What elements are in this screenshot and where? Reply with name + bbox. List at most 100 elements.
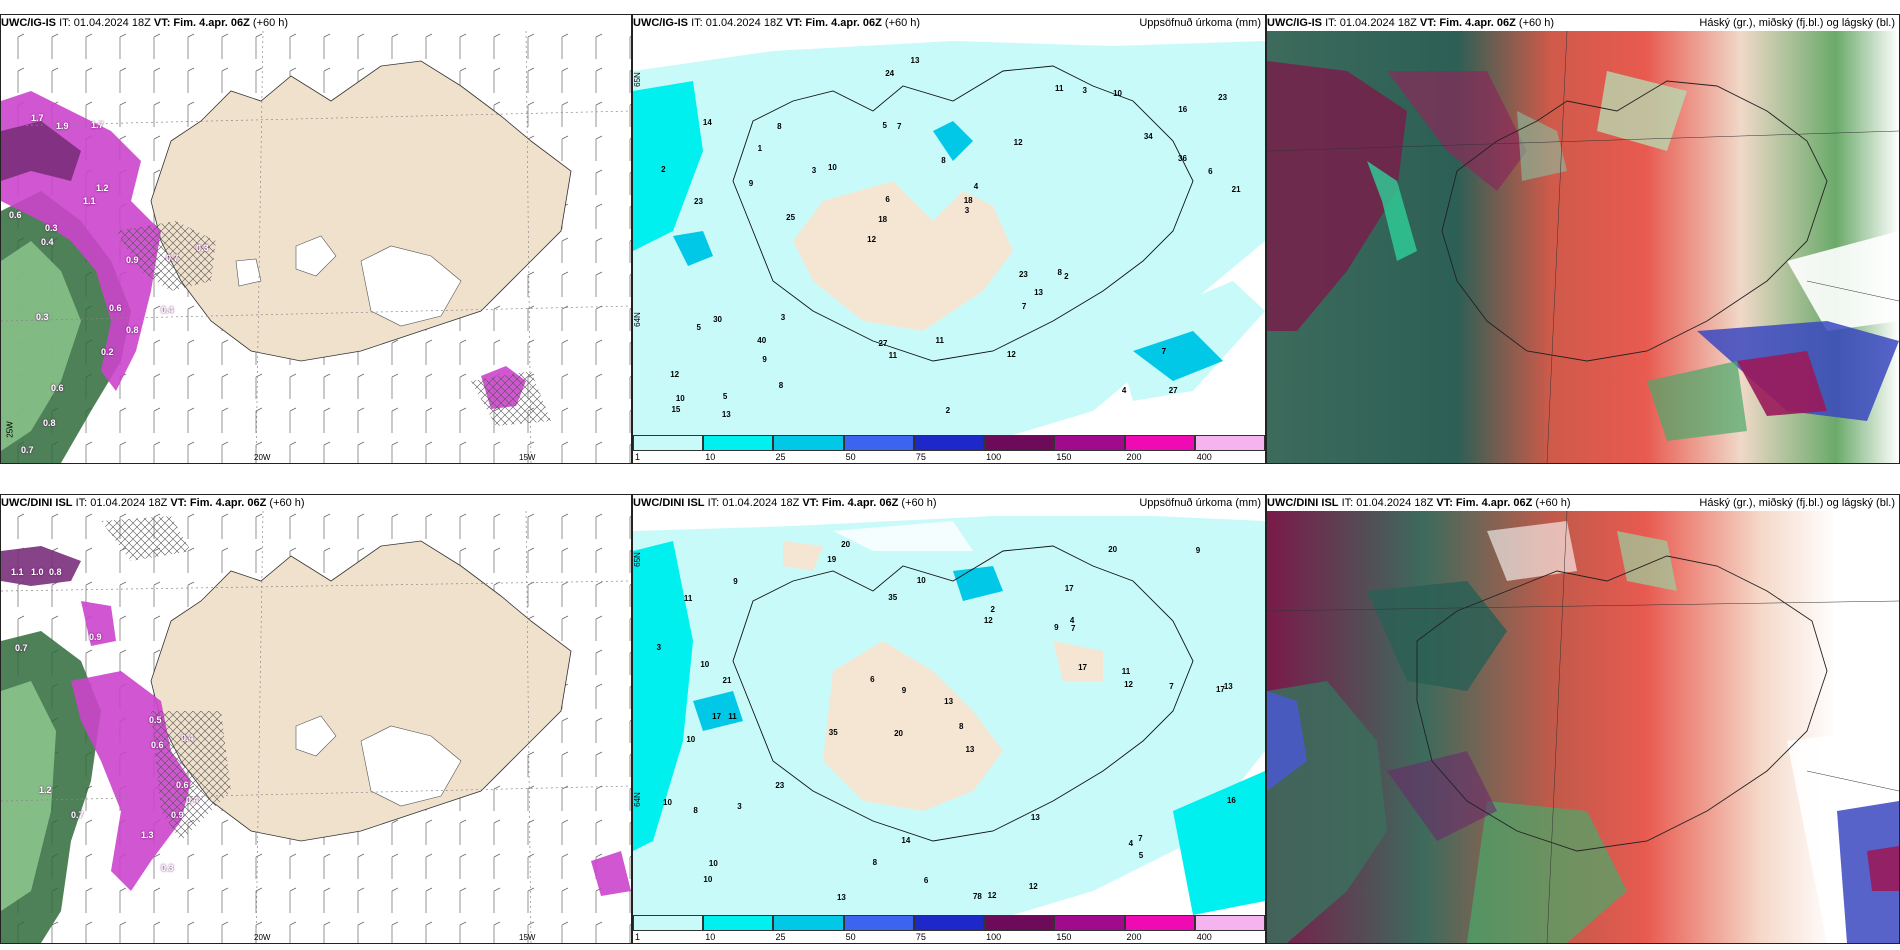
cloud-value: 0.4 [41,237,54,247]
iceland-landmass [150,60,572,362]
cloud-value: 1.7 [31,113,44,123]
precip-value: 14 [901,836,911,846]
precip-value: 13 [836,892,846,902]
lead-time: (+60 h) [901,497,937,509]
precip-value: 3 [811,165,817,175]
precip-value: 17 [1215,685,1225,695]
colorbar-tick-label: 150 [1056,932,1072,942]
latitude-label: 64N [632,312,642,327]
precip-value: 17 [1064,583,1074,593]
colorbar-tick-label: 75 [915,452,926,462]
panel-title: UWC/DINI ISL IT: 01.04.2024 18Z VT: Fim.… [1,495,631,511]
cloud-value: 0.8 [49,567,62,577]
precip-value: 7 [1169,682,1174,692]
colorbar-tick-label: 10 [705,452,716,462]
valid-time: VT: Fim. 4.apr. 06Z [1436,497,1533,509]
precip-value: 6 [1208,166,1213,176]
precip-value: 10 [827,163,837,173]
precip-value: 2 [945,405,951,415]
colorbar-swatch [1194,435,1265,451]
precip-value: 78 [972,892,982,902]
precip-value: 6 [885,195,890,205]
colorbar-swatch [703,435,774,451]
cloud-value: 1.1 [11,567,24,577]
map-precip-top [633,31,1265,435]
precip-value: 8 [872,857,878,867]
cloud-value: 1.9 [56,121,69,131]
precip-value: 35 [828,728,838,738]
valid-time: VT: Fim. 4.apr. 06Z [785,17,882,29]
precip-value: 2 [990,605,995,615]
cloud-value: 0.6 [176,780,189,790]
precip-colorbar: 1 10 25 50 75 100 150 200 400 [633,435,1265,463]
cloud-value: 0.2 [101,347,114,357]
panel-title: UWC/IG-IS IT: 01.04.2024 18Z VT: Fim. 4.… [633,15,1265,31]
precip-value: 7 [1070,623,1076,633]
precip-value: 4 [1121,385,1127,395]
colorbar-tick-label: 1 [635,452,641,462]
precip-value: 21 [1231,185,1241,195]
precip-value: 9 [1195,545,1201,555]
panel-title: UWC/IG-IS IT: 01.04.2024 18Z VT: Fim. 4.… [1267,15,1899,31]
precip-value: 9 [1054,622,1059,632]
precip-value: 20 [1108,545,1118,555]
cloud-value: 1.3 [141,830,154,840]
precip-value: 12 [1013,138,1023,148]
precip-value: 9 [762,355,767,365]
longitude-label: 20W [254,933,271,942]
cloud-value: 0.3 [196,243,209,253]
precip-value: 2 [1064,272,1069,282]
precip-value: 11 [935,336,944,346]
cloud-value: 0.7 [71,810,84,820]
precip-value: 12 [670,370,680,380]
map-wind-cloud-top [1,31,631,463]
longitude-label: 15W [519,453,536,462]
colorbar-tick-label: 150 [1056,452,1072,462]
colorbar-swatch [1124,915,1195,931]
colorbar-tick-label: 400 [1196,452,1212,462]
precip-value: 12 [1006,350,1016,360]
cloud-value: 0.7 [15,643,28,653]
valid-time: VT: Fim. 4.apr. 06Z [802,497,899,509]
colorbar-swatch [773,435,844,451]
colorbar-tick-label: 100 [986,932,1002,942]
cloud-value: 1.2 [96,183,109,193]
precip-value: 35 [888,592,898,602]
colorbar-tick-label: 50 [845,452,856,462]
precip-value: 7 [1021,302,1027,312]
precip-value: 11 [728,711,737,721]
precip-value: 8 [693,805,698,815]
map-wind-cloud-bottom [1,511,631,943]
colorbar-swatch [984,915,1055,931]
cloud-value: 0.3 [45,223,58,233]
colorbar-swatch [633,915,704,931]
precip-value: 10 [1113,89,1122,99]
precip-value: 17 [712,712,722,722]
panel-top-right-ig-is-cloud: UWC/IG-IS IT: 01.04.2024 18Z VT: Fim. 4.… [1266,14,1900,464]
precip-value: 3 [1082,86,1087,96]
precip-value: 4 [1128,839,1134,849]
precip-value: 21 [722,675,732,685]
colorbar-tick-label: 200 [1126,932,1142,942]
map-cloud-bottom [1267,511,1899,943]
precip-value: 9 [901,685,907,695]
precip-value: 3 [964,205,970,215]
panel-top-middle-ig-is-precip: UWC/IG-IS IT: 01.04.2024 18Z VT: Fim. 4.… [632,14,1266,464]
precip-value: 23 [1018,269,1028,279]
precip-value: 13 [965,744,975,754]
precip-value: 17 [1078,663,1088,673]
precip-value: 12 [1124,680,1133,690]
colorbar-tick-label: 75 [915,932,926,942]
colorbar-swatch [1194,915,1265,931]
cloud-value: 1.2 [39,785,52,795]
precip-value: 7 [897,121,902,131]
colorbar-swatch [843,915,914,931]
panel-title: UWC/DINI ISL IT: 01.04.2024 18Z VT: Fim.… [633,495,1265,511]
precip-value: 5 [722,391,728,401]
cloud-value: 0.4 [186,795,199,805]
map-precip-bottom [633,511,1265,915]
precip-value: 12 [867,235,877,245]
colorbar-tick-label: 10 [705,932,716,942]
precip-value: 3 [780,312,786,322]
panel-bottom-left-dini-wind: UWC/DINI ISL IT: 01.04.2024 18Z VT: Fim.… [0,494,632,944]
